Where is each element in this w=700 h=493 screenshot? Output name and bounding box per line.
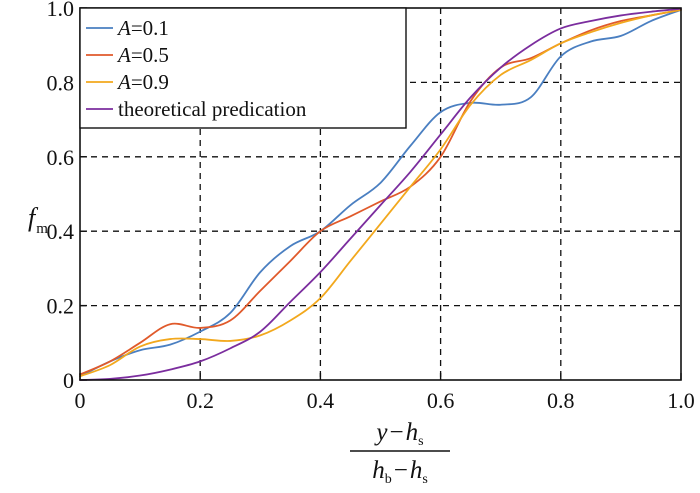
y-tick-label-1: 0.2	[47, 294, 75, 319]
x-tick-label-5: 1.0	[667, 388, 695, 413]
x-tick-label-2: 0.4	[307, 388, 335, 413]
y-tick-label-5: 1.0	[47, 0, 75, 21]
x-axis-label: y−hs hb−hs	[350, 419, 450, 487]
x-num-b-sub: s	[418, 434, 423, 449]
x-den-op: −	[394, 457, 408, 484]
y-tick-label-2: 0.4	[47, 219, 75, 244]
y-tick-label-3: 0.6	[47, 145, 75, 170]
x-axis-numerator: y−hs	[373, 419, 423, 449]
legend-box	[79, 7, 407, 129]
series-line-2	[79, 8, 682, 378]
legend-item-2: A=0.9	[86, 70, 169, 94]
legend-item-1: A=0.5	[86, 43, 169, 67]
series-line-0	[79, 8, 682, 378]
ticks: 0 0.2 0.4 0.6 0.8 1.0 0 0.2 0.4 0.6 0.8 1.0	[47, 0, 695, 413]
legend-label-2: A=0.9	[116, 70, 169, 94]
y-axis-label: fm	[28, 203, 48, 237]
x-num-a: y	[373, 419, 388, 446]
x-num-b: h	[406, 419, 419, 446]
x-num-op: −	[390, 419, 404, 446]
y-axis-label-main: f	[28, 203, 39, 232]
legend: A=0.1 A=0.5 A=0.9 theoretical predication	[79, 7, 407, 129]
x-tick-label-4: 0.8	[547, 388, 575, 413]
legend-label-0: A=0.1	[116, 16, 169, 40]
y-tick-label-0: 0	[63, 368, 74, 393]
legend-label-1: A=0.5	[116, 43, 169, 67]
x-den-b: h	[410, 457, 423, 484]
x-den-a-sub: b	[385, 472, 392, 487]
legend-item-3: theoretical predication	[86, 97, 307, 121]
series-line-3	[79, 7, 682, 381]
legend-item-0: A=0.1	[86, 16, 169, 40]
y-axis-label-sub: m	[36, 221, 48, 237]
legend-label-3: theoretical predication	[118, 97, 307, 121]
x-den-b-sub: s	[422, 472, 427, 487]
x-tick-label-1: 0.2	[186, 388, 214, 413]
y-tick-label-4: 0.8	[47, 70, 75, 95]
series-lines	[79, 7, 682, 381]
x-axis-denominator: hb−hs	[372, 457, 428, 487]
x-den-a: h	[372, 457, 385, 484]
series-line-1	[79, 8, 682, 376]
x-tick-label-3: 0.6	[427, 388, 455, 413]
x-tick-label-0: 0	[75, 388, 86, 413]
